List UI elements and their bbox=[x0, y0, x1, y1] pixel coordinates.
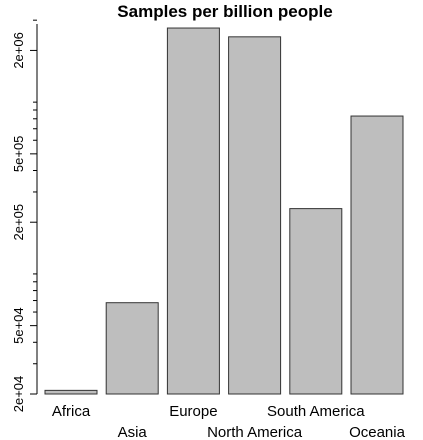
y-tick-label: 5e+04 bbox=[11, 307, 26, 344]
bars bbox=[44, 27, 404, 395]
y-tick-label: 2e+06 bbox=[11, 32, 26, 69]
x-tick-label: Africa bbox=[52, 403, 91, 420]
y-axis: 2e+04 5e+04 2e+05 5e+05 2e+06 bbox=[11, 19, 37, 413]
bar-asia bbox=[105, 302, 159, 395]
x-tick-label: Europe bbox=[169, 403, 217, 420]
x-tick-label: Oceania bbox=[349, 424, 406, 440]
bar-europe bbox=[166, 27, 220, 395]
y-tick-label: 2e+04 bbox=[11, 376, 26, 413]
x-tick-label: Asia bbox=[118, 424, 148, 440]
bar-north-america bbox=[228, 36, 282, 395]
x-tick-label: South America bbox=[267, 403, 365, 420]
x-tick-label: North America bbox=[207, 424, 303, 440]
y-tick-label: 2e+05 bbox=[11, 204, 26, 241]
bar-south-america bbox=[289, 208, 343, 395]
y-tick-label: 5e+05 bbox=[11, 136, 26, 173]
bar-oceania bbox=[350, 115, 404, 395]
chart-title: Samples per billion people bbox=[117, 2, 332, 21]
bar-africa bbox=[44, 389, 98, 395]
x-axis-labels: Africa Asia Europe North America South Ameri… bbox=[52, 403, 406, 440]
